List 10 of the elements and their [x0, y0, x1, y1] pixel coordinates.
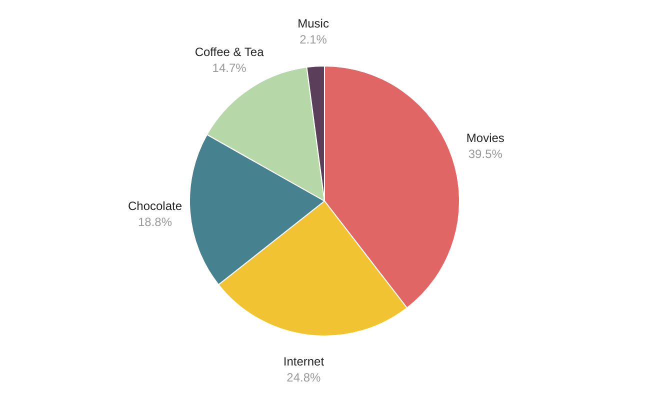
data-label: 24.8%	[286, 370, 322, 385]
slice-label: Internet	[283, 354, 325, 369]
slice-label: Coffee & Tea	[194, 45, 264, 60]
data-label: 14.7%	[212, 61, 247, 76]
data-label: 18.8%	[138, 215, 172, 230]
data-label: 39.5%	[468, 147, 503, 162]
slice-label: Chocolate	[128, 199, 182, 214]
slice-label: Music	[298, 16, 329, 30]
data-label: 2.1%	[300, 32, 328, 46]
slice-label: Movies	[466, 131, 504, 146]
